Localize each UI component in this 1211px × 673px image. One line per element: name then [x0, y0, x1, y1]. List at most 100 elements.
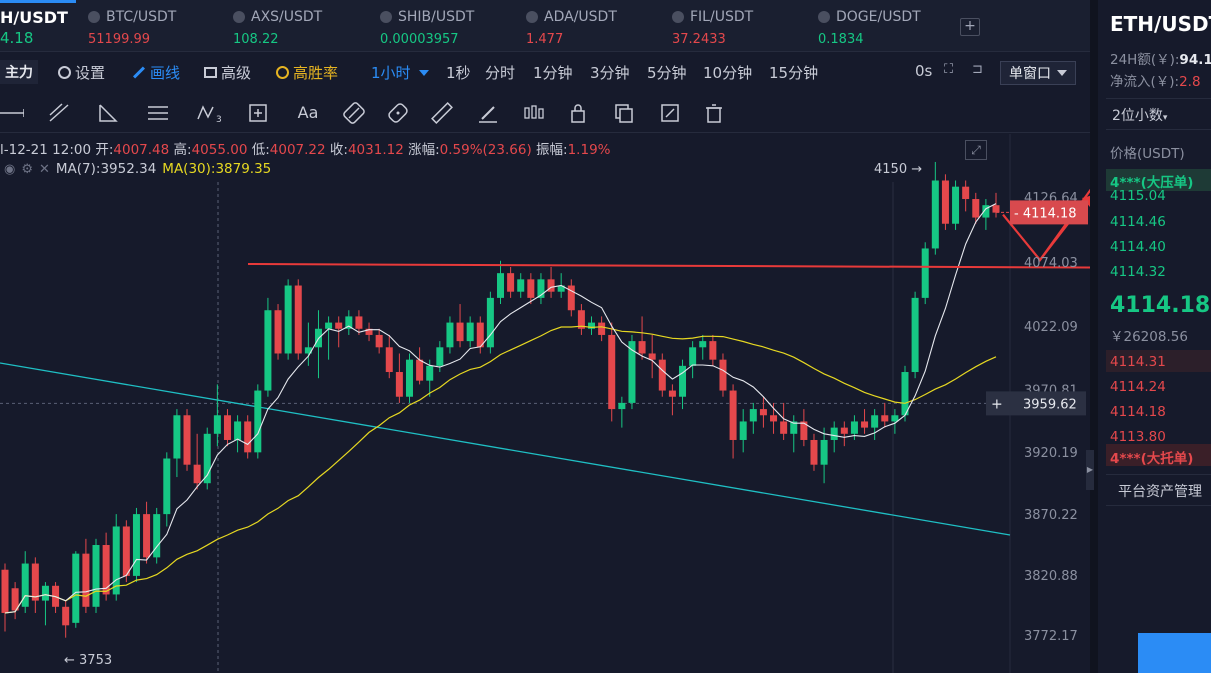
tab-axs-usdt[interactable]: AXS/USDT 108.22 — [233, 0, 368, 52]
candle-body — [476, 322, 484, 348]
bid-row[interactable]: 4114.31 — [1110, 354, 1166, 370]
eye-icon[interactable]: ◉ — [4, 161, 16, 177]
candle-body — [426, 365, 434, 381]
ask-row[interactable]: 4***(大压单) — [1110, 175, 1194, 191]
ask-row[interactable]: 4114.46 — [1110, 214, 1166, 230]
chart-toolbar: 主力 设置 画线 高级 高胜率 1小时 1秒 分时 1分钟 3分钟 5分钟 10… — [0, 53, 1090, 93]
draw-button[interactable]: 画线 — [132, 62, 180, 83]
bid-row[interactable]: 4114.18 — [1110, 404, 1166, 420]
candle-body — [557, 285, 565, 292]
candle-body — [92, 545, 100, 607]
tab-price: 37.2433 — [672, 32, 726, 47]
horizontal-line-tool-icon[interactable] — [0, 101, 25, 125]
candle-body — [952, 186, 960, 224]
parallel-lines-tool-icon[interactable] — [146, 101, 170, 125]
price-axis-label: 3870.22 — [1024, 508, 1078, 523]
tab-symbol: DOGE/USDT — [836, 9, 921, 25]
period-10m[interactable]: 10分钟 — [703, 64, 753, 82]
coin-icon — [380, 11, 392, 23]
ruler-tool-icon[interactable] — [430, 101, 454, 125]
bid-row[interactable]: 4113.80 — [1110, 429, 1166, 445]
brush-tool-icon[interactable] — [476, 101, 500, 125]
magnet-tool-icon[interactable] — [342, 101, 366, 125]
period-5m[interactable]: 5分钟 — [647, 64, 687, 82]
chart-canvas[interactable]: 4126.644074.034022.093970.813920.193870.… — [0, 134, 1090, 673]
candle-body — [840, 427, 848, 434]
add-tab-button[interactable]: + — [960, 18, 980, 36]
fullscreen-icon[interactable]: ⤢ — [965, 140, 987, 160]
ma30-value: MA(30):3879.35 — [162, 161, 272, 177]
candle-body — [588, 322, 596, 329]
close-icon[interactable]: ✕ — [39, 161, 50, 177]
eraser-tool-icon[interactable] — [386, 101, 410, 125]
main-indicator-button[interactable]: 主力 — [0, 60, 38, 84]
ask-row[interactable]: 4115.04 — [1110, 188, 1166, 204]
bid-row[interactable]: 4114.24 — [1110, 379, 1166, 395]
tab-symbol: SHIB/USDT — [398, 9, 475, 25]
tab-doge-usdt[interactable]: DOGE/USDT 0.1834 — [818, 0, 953, 52]
candlestick-chart[interactable]: 4126.64 4074.03 4022.09 3970.81 3920.19 3870.… — [0, 134, 1090, 673]
interval-dropdown[interactable]: 1小时 — [371, 62, 429, 83]
symbol-tabs-bar: H/USDT 4.18 BTC/USDT 51199.99 AXS/USDT 1… — [0, 0, 1090, 52]
screenshot-icon[interactable]: ⊐ — [972, 62, 983, 77]
trash-tool-icon[interactable] — [702, 101, 726, 125]
pair-title: ETH/USDT — [1110, 12, 1211, 36]
tab-shib-usdt[interactable]: SHIB/USDT 0.00003957 — [380, 0, 515, 52]
tab-btc-usdt[interactable]: BTC/USDT 51199.99 — [88, 0, 223, 52]
period-1s[interactable]: 1秒 — [446, 64, 471, 82]
settings-button[interactable]: 设置 — [58, 62, 105, 83]
bid-row[interactable]: 4***(大托单) — [1110, 451, 1194, 467]
tab-fil-usdt[interactable]: FIL/USDT 37.2433 — [672, 0, 807, 52]
single-window-label: 单窗口 — [1009, 66, 1051, 82]
candle-body — [223, 415, 231, 440]
candle-body — [628, 341, 636, 403]
coin-icon — [818, 11, 830, 23]
win-rate-button[interactable]: 高胜率 — [276, 62, 338, 83]
period-15m[interactable]: 15分钟 — [769, 64, 819, 82]
action-button[interactable] — [1138, 633, 1211, 673]
candle-date: l-12-21 12:00 — [0, 142, 92, 158]
tab-ada-usdt[interactable]: ADA/USDT 1.477 — [526, 0, 661, 52]
tab-symbol: AXS/USDT — [251, 9, 323, 25]
candle-body — [921, 248, 929, 298]
edit-tool-icon[interactable] — [658, 101, 682, 125]
candle-body — [739, 421, 747, 440]
period-timeshare[interactable]: 分时 — [485, 64, 516, 82]
ask-row[interactable]: 4114.32 — [1110, 264, 1166, 280]
candle-body — [638, 341, 646, 354]
coin-icon — [672, 11, 684, 23]
chevron-down-icon — [1057, 70, 1067, 76]
advanced-button[interactable]: 高级 — [204, 62, 251, 83]
tab-eth-usdt[interactable]: H/USDT 4.18 — [0, 0, 80, 52]
candle-body — [375, 334, 383, 348]
expand-icon[interactable]: ⛶ — [944, 62, 954, 77]
change-value: 0.59%(23.66) — [439, 142, 532, 158]
wave-tool-icon[interactable]: 3 — [196, 101, 226, 125]
candle-body — [992, 205, 1000, 213]
ask-row[interactable]: 4114.40 — [1110, 239, 1166, 255]
candle-body — [244, 421, 252, 453]
collapse-handle-icon[interactable]: ▶ — [1086, 450, 1094, 490]
tab-symbol: ADA/USDT — [544, 9, 617, 25]
candle-body — [405, 359, 413, 397]
measure-tool-icon[interactable] — [246, 101, 270, 125]
lock-tool-icon[interactable] — [566, 101, 590, 125]
pen-icon — [132, 66, 146, 79]
candle-body — [507, 273, 515, 292]
decimal-dropdown[interactable]: 2位小数▾ — [1106, 98, 1211, 130]
tab-price: 4.18 — [0, 29, 34, 47]
gear-icon[interactable]: ⚙ — [21, 161, 33, 177]
period-1m[interactable]: 1分钟 — [533, 64, 573, 82]
copy-tool-icon[interactable] — [612, 101, 636, 125]
trend-line-tool-icon[interactable] — [47, 101, 71, 125]
single-window-dropdown[interactable]: 单窗口 — [1000, 61, 1076, 85]
open-label: 开: — [95, 142, 114, 158]
bid-highlight — [1106, 350, 1211, 372]
angle-tool-icon[interactable] — [96, 101, 120, 125]
candle-body — [800, 421, 808, 440]
period-3m[interactable]: 3分钟 — [590, 64, 630, 82]
candle-body — [911, 297, 919, 373]
candles-tool-icon[interactable] — [522, 101, 546, 125]
text-tool-icon[interactable]: Aa — [297, 103, 319, 122]
asset-management-link[interactable]: 平台资产管理 — [1106, 474, 1211, 506]
